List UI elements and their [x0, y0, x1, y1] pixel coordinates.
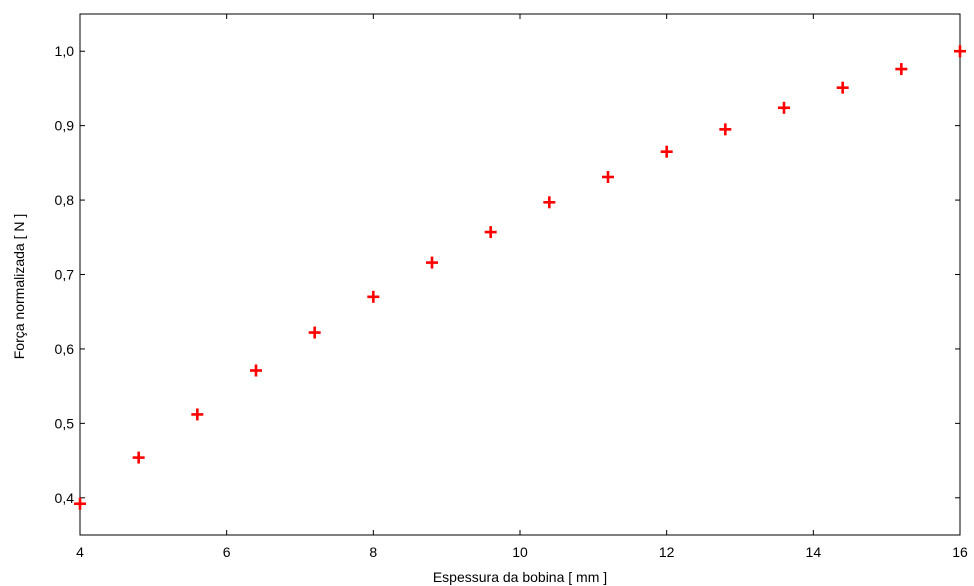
x-tick-label: 16 — [952, 544, 968, 560]
y-tick-label: 0,7 — [55, 267, 75, 283]
y-tick-label: 0,9 — [55, 118, 75, 134]
data-point — [895, 63, 908, 76]
y-tick-label: 0,8 — [55, 192, 75, 208]
x-axis-label: Espessura da bobina [ mm ] — [433, 569, 607, 585]
data-point — [367, 290, 380, 303]
x-tick-label: 8 — [369, 544, 377, 560]
x-tick-label: 6 — [223, 544, 231, 560]
data-point — [543, 196, 556, 209]
x-tick-label: 12 — [659, 544, 675, 560]
data-point — [426, 256, 438, 269]
data-point — [778, 101, 790, 114]
data-point — [308, 326, 321, 339]
y-axis-label: Força normalizada [ N ] — [11, 214, 27, 360]
data-point — [602, 170, 614, 183]
x-tick-label: 14 — [806, 544, 822, 560]
data-point — [719, 123, 732, 136]
y-tick-label: 0,5 — [55, 415, 75, 431]
data-point — [74, 497, 86, 510]
y-tick-label: 0,6 — [55, 341, 75, 357]
data-point — [660, 145, 673, 158]
data-point — [132, 451, 145, 464]
y-tick-label: 1,0 — [55, 43, 75, 59]
plot-frame — [79, 13, 961, 536]
data-point — [250, 364, 262, 377]
data-point — [954, 45, 966, 58]
y-tick-label: 0,4 — [55, 490, 75, 506]
data-point — [191, 408, 204, 421]
data-point — [836, 81, 849, 94]
x-tick-label: 4 — [76, 544, 84, 560]
data-point — [484, 226, 497, 239]
x-tick-label: 10 — [512, 544, 528, 560]
